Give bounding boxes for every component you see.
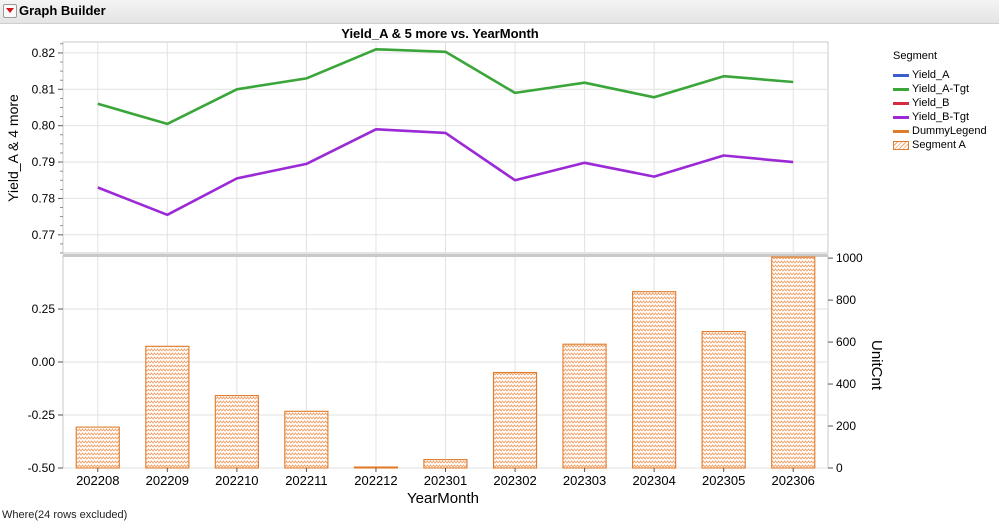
x-tick-label: 202212 bbox=[354, 473, 397, 488]
bar-segment-a bbox=[492, 371, 538, 469]
x-tick-label: 202302 bbox=[493, 473, 536, 488]
legend-swatch bbox=[893, 87, 909, 91]
legend-swatch bbox=[893, 129, 909, 133]
y-tick-label-top: 0.81 bbox=[32, 82, 56, 96]
legend-item-dummylegend[interactable]: DummyLegend bbox=[893, 124, 987, 138]
legend-label: Yield_A-Tgt bbox=[912, 83, 970, 95]
y-tick-label-top: 0.77 bbox=[32, 228, 56, 242]
x-tick-label: 202211 bbox=[285, 473, 327, 488]
bar-segment-a bbox=[284, 410, 329, 469]
y2-axis-label: UnitCnt bbox=[868, 340, 885, 391]
row-exclusion-note: Where(24 rows excluded) bbox=[2, 509, 128, 521]
bar-segment-a bbox=[145, 345, 190, 469]
bar-segment-a bbox=[423, 459, 468, 469]
y-tick-label-left-bottom: -0.50 bbox=[28, 461, 56, 475]
legend-label: DummyLegend bbox=[912, 125, 987, 137]
plot-layer: 0.82 0.81 0.80 0.79 0.78 0.77 0.25 0.00 -0.25 -0.… bbox=[28, 41, 863, 488]
legend-swatch bbox=[893, 73, 909, 77]
legend-item-yield-a-tgt[interactable]: Yield_A-Tgt bbox=[893, 82, 987, 96]
x-tick-label: 202301 bbox=[424, 473, 467, 488]
x-tick-label: 202209 bbox=[146, 473, 189, 488]
bar-segment-a bbox=[632, 291, 677, 469]
x-tick-label: 202305 bbox=[702, 473, 745, 488]
y-tick-label-right-bottom: 600 bbox=[836, 335, 856, 349]
legend-label: Yield_A bbox=[912, 69, 950, 81]
legend-label: Yield_B bbox=[912, 97, 950, 109]
y-tick-label-right-bottom: 200 bbox=[836, 419, 856, 433]
panel-divider bbox=[63, 254, 828, 257]
x-tick-label: 202208 bbox=[76, 473, 119, 488]
bar-segment-a bbox=[214, 395, 259, 469]
legend-label: Segment A bbox=[912, 139, 966, 151]
bar-segment-a bbox=[75, 426, 120, 469]
legend-title: Segment bbox=[893, 50, 938, 62]
y-axis-label: Yield_A & 4 more bbox=[5, 94, 21, 202]
legend-item-yield-b-tgt[interactable]: Yield_B-Tgt bbox=[893, 110, 987, 124]
y-tick-label-left-bottom: 0.25 bbox=[32, 302, 56, 316]
bar-segment-a bbox=[771, 256, 816, 469]
series-line-yield-a-tgt bbox=[97, 47, 794, 126]
y-tick-label-top: 0.80 bbox=[32, 119, 56, 133]
window-header: Graph Builder bbox=[0, 0, 999, 24]
legend-item-segment-a[interactable]: Segment A bbox=[893, 138, 987, 152]
legend: Segment Yield_A Yield_A-Tgt Yield_B Yiel… bbox=[893, 50, 987, 152]
y-tick-label-right-bottom: 800 bbox=[836, 293, 856, 307]
y-tick-label-top: 0.79 bbox=[32, 155, 56, 169]
y-tick-label-top: 0.78 bbox=[32, 191, 56, 205]
series-line-yield-b-tgt bbox=[97, 128, 794, 217]
legend-swatch bbox=[893, 115, 909, 119]
bar-segment-a bbox=[562, 343, 607, 469]
bar-segment-a bbox=[353, 466, 399, 469]
legend-item-yield-a[interactable]: Yield_A bbox=[893, 68, 987, 82]
y-tick-label-left-bottom: 0.00 bbox=[32, 355, 56, 369]
y-tick-label-top: 0.82 bbox=[32, 46, 56, 60]
y-tick-label-left-bottom: -0.25 bbox=[28, 408, 56, 422]
y-tick-label-right-bottom: 0 bbox=[836, 461, 843, 475]
legend-swatch bbox=[893, 101, 909, 105]
collapse-toggle-icon[interactable] bbox=[3, 4, 17, 18]
x-tick-label: 202210 bbox=[215, 473, 258, 488]
bar-segment-a bbox=[701, 331, 746, 469]
x-tick-label: 202304 bbox=[632, 473, 675, 488]
x-tick-label: 202306 bbox=[772, 473, 815, 488]
legend-item-yield-b[interactable]: Yield_B bbox=[893, 96, 987, 110]
window-title: Graph Builder bbox=[19, 3, 106, 18]
y-tick-label-right-bottom: 400 bbox=[836, 377, 856, 391]
x-axis-label: YearMonth bbox=[407, 490, 479, 507]
x-tick-label: 202303 bbox=[563, 473, 606, 488]
chart-title: Yield_A & 5 more vs. YearMonth bbox=[341, 26, 539, 41]
legend-label: Yield_B-Tgt bbox=[912, 111, 970, 123]
y-tick-label-right-bottom: 1000 bbox=[836, 251, 863, 265]
legend-swatch bbox=[893, 140, 909, 150]
